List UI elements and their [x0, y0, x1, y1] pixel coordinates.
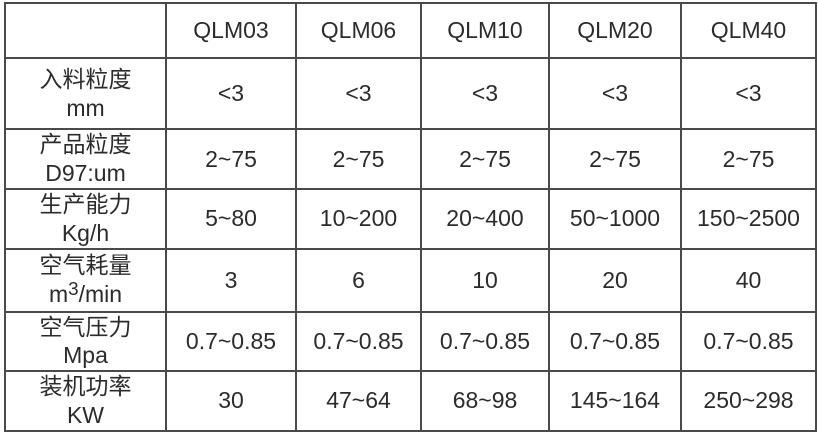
spec-table: QLM03 QLM06 QLM10 QLM20 QLM40 入料粒度 mm <3…	[4, 2, 817, 432]
row-label-line2: m3/min	[48, 277, 123, 307]
table-cell: 68~98	[420, 370, 550, 432]
table-cell: 50~1000	[548, 188, 682, 250]
table-cell: 250~298	[680, 370, 817, 432]
row-label-line2: KW	[66, 401, 105, 428]
row-label-line2: Kg/h	[61, 219, 110, 246]
table-cell: <3	[548, 57, 682, 130]
table-cell: 0.7~0.85	[295, 310, 422, 372]
row-label-air-pressure: 空气压力 Mpa	[4, 310, 167, 372]
superscript-3: 3	[68, 277, 79, 299]
row-label-capacity: 生产能力 Kg/h	[4, 188, 167, 250]
table-row-air-pressure: 空气压力 Mpa 0.7~0.85 0.7~0.85 0.7~0.85 0.7~…	[4, 310, 817, 372]
table-cell: 10	[420, 247, 550, 313]
header-cell-model: QLM20	[548, 2, 682, 59]
header-cell-model: QLM03	[165, 2, 297, 59]
row-label-feed-size: 入料粒度 mm	[4, 57, 167, 130]
table-cell: 0.7~0.85	[165, 310, 297, 372]
table-cell: <3	[165, 57, 297, 130]
table-cell: 6	[295, 247, 422, 313]
table-cell: 0.7~0.85	[420, 310, 550, 372]
row-label-line1: 空气耗量	[39, 252, 132, 279]
table-cell: <3	[295, 57, 422, 130]
header-cell-model: QLM40	[680, 2, 817, 59]
header-row: QLM03 QLM06 QLM10 QLM20 QLM40	[4, 2, 817, 59]
table-cell: 150~2500	[680, 188, 817, 250]
row-label-line1: 装机功率	[39, 373, 132, 399]
table-row-air-consumption: 空气耗量 m3/min 3 6 10 20 40	[4, 247, 817, 313]
table-row-installed-power: 装机功率 KW 30 47~64 68~98 145~164 250~298	[4, 370, 817, 432]
table-cell: 2~75	[165, 128, 297, 190]
table-cell: 3	[165, 247, 297, 313]
table-row-capacity: 生产能力 Kg/h 5~80 10~200 20~400 50~1000 150…	[4, 188, 817, 250]
header-cell-model: QLM10	[420, 2, 550, 59]
header-cell-blank	[4, 2, 167, 59]
table-cell: 40	[680, 247, 817, 313]
table-cell: 2~75	[420, 128, 550, 190]
row-label-product-size: 产品粒度 D97:um	[4, 128, 167, 190]
header-cell-model: QLM06	[295, 2, 422, 59]
table-cell: 2~75	[680, 128, 817, 190]
table-cell: 5~80	[165, 188, 297, 250]
row-label-line2: D97:um	[45, 160, 126, 186]
row-label-line2: Mpa	[63, 342, 108, 369]
table-cell: 145~164	[548, 370, 682, 432]
row-label-line1: 空气压力	[39, 313, 132, 340]
table-cell: <3	[680, 57, 817, 130]
table-cell: 20~400	[420, 188, 550, 250]
row-label-line2: mm	[66, 94, 105, 121]
table-cell: 0.7~0.85	[680, 310, 817, 372]
table-cell: 47~64	[295, 370, 422, 432]
row-label-air-consumption: 空气耗量 m3/min	[4, 247, 167, 313]
table-cell: 30	[165, 370, 297, 432]
row-label-line1: 入料粒度	[39, 65, 132, 92]
table-cell: 10~200	[295, 188, 422, 250]
row-label-installed-power: 装机功率 KW	[4, 370, 167, 432]
table-cell: 2~75	[548, 128, 682, 190]
table-row-feed-size: 入料粒度 mm <3 <3 <3 <3 <3	[4, 57, 817, 130]
row-label-line1: 生产能力	[39, 191, 132, 217]
row-label-line1: 产品粒度	[39, 131, 132, 158]
table-cell: 2~75	[295, 128, 422, 190]
table-row-product-size: 产品粒度 D97:um 2~75 2~75 2~75 2~75 2~75	[4, 128, 817, 190]
table-cell: 20	[548, 247, 682, 313]
table-cell: 0.7~0.85	[548, 310, 682, 372]
table-cell: <3	[420, 57, 550, 130]
